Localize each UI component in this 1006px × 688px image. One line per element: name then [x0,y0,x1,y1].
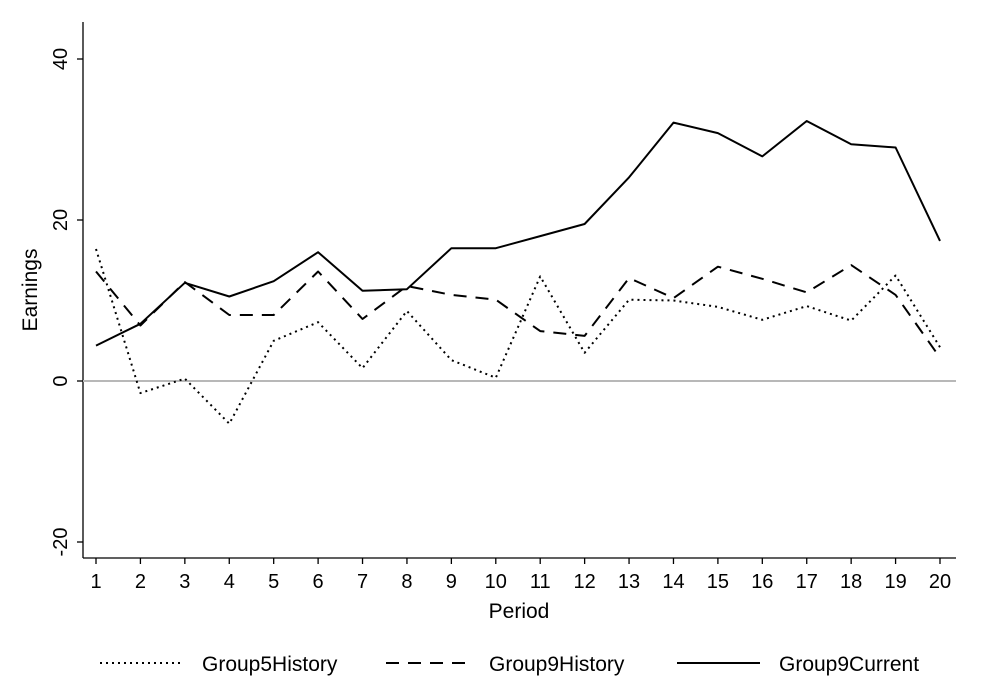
series-lines [95,120,941,425]
series-line-group5history [95,248,941,425]
x-tick-label: 10 [485,571,507,593]
x-tick-label: 15 [707,571,729,593]
x-tick-label: 9 [446,571,457,593]
x-tick-label: 1 [90,571,101,593]
x-tick-label: 3 [179,571,190,593]
legend-label-group9current: Group9Current [779,653,919,676]
x-tick-label: 19 [884,571,906,593]
x-tick-label: 8 [401,571,412,593]
series-line-group9current [95,120,941,347]
y-tick-label: 0 [50,375,72,386]
y-axis-title: Earnings [19,249,42,332]
legend: Group5History Group9History Group9Curren… [100,653,919,676]
x-tick-label: 2 [135,571,146,593]
x-tick-label: 12 [574,571,596,593]
y-axis-ticks: -20 0 20 40 [50,48,83,557]
y-tick-label: 20 [50,209,72,231]
x-tick-label: 5 [268,571,279,593]
legend-label-group9history: Group9History [489,653,625,676]
y-tick-label: -20 [50,528,72,557]
x-tick-label: 6 [313,571,324,593]
x-tick-label: 13 [618,571,640,593]
x-axis-ticks: 1 2 3 4 5 6 7 8 9 10 11 12 13 14 15 16 17 18 19 20 [90,558,951,593]
x-axis-title: Period [489,600,550,623]
x-tick-label: 11 [530,571,551,593]
series-line-group9history [95,264,941,359]
legend-label-group5history: Group5History [202,653,338,676]
x-tick-label: 17 [796,571,818,593]
x-tick-label: 18 [840,571,862,593]
x-tick-label: 14 [662,571,684,593]
x-tick-label: 20 [929,571,951,593]
x-tick-label: 16 [751,571,773,593]
x-tick-label: 7 [357,571,368,593]
y-tick-label: 40 [50,48,72,70]
x-tick-label: 4 [224,571,235,593]
